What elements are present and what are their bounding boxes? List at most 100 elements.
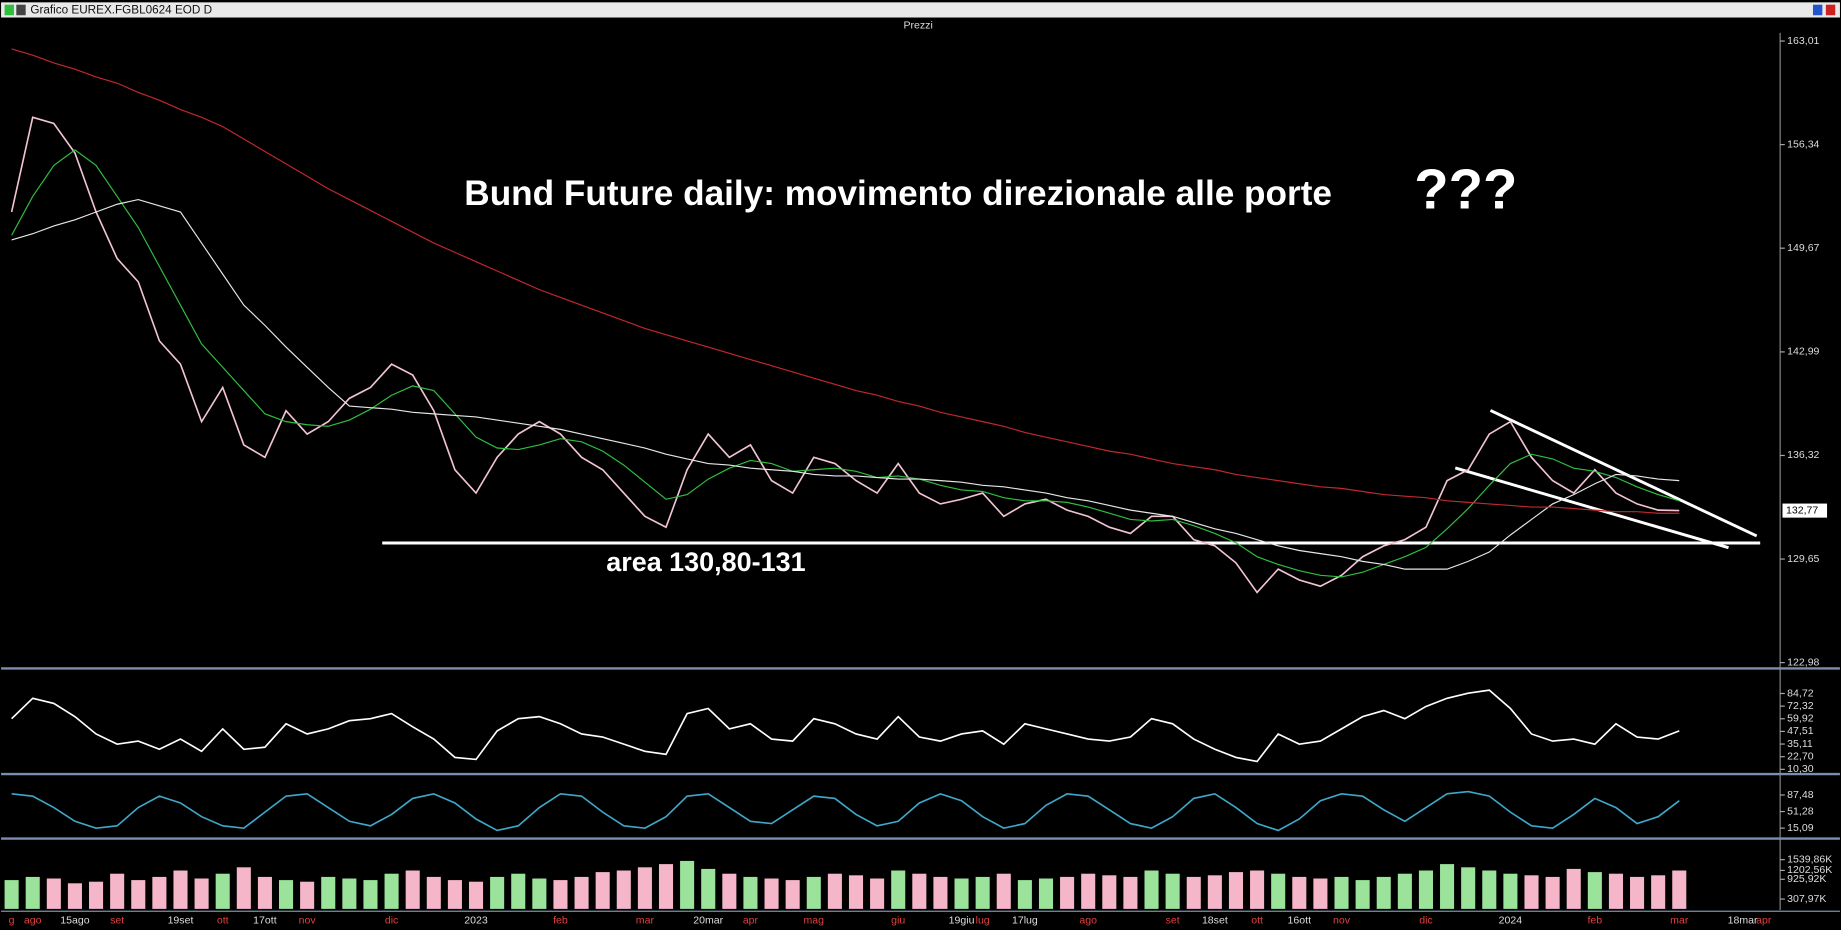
x-tick-label: 2023 bbox=[464, 914, 488, 926]
volume-bar bbox=[532, 878, 547, 909]
y-tick-label: 122,98 bbox=[1787, 656, 1819, 668]
volume-bar bbox=[1482, 870, 1497, 909]
volume-bar bbox=[1250, 870, 1265, 909]
y-tick-label: 142,99 bbox=[1787, 346, 1819, 358]
y-tick-label: 163,01 bbox=[1787, 35, 1819, 47]
window-icon[interactable] bbox=[16, 4, 26, 16]
y-tick-label: 35,11 bbox=[1787, 738, 1813, 750]
volume-bar bbox=[215, 873, 230, 909]
volume-bar bbox=[1503, 873, 1518, 909]
y-tick-label: 84,72 bbox=[1787, 687, 1814, 699]
window-button[interactable] bbox=[1825, 4, 1836, 16]
volume-bar bbox=[975, 876, 990, 909]
volume-bar bbox=[848, 875, 864, 909]
volume-bar bbox=[1566, 868, 1581, 909]
x-tick-label: nov bbox=[1333, 914, 1351, 926]
volume-bar bbox=[616, 870, 631, 909]
y-tick-label: 10,30 bbox=[1787, 763, 1814, 775]
volume-bar bbox=[1186, 876, 1201, 909]
series-line bbox=[11, 790, 1680, 832]
volume-bar bbox=[25, 876, 40, 909]
volume-bar bbox=[110, 873, 125, 909]
volume-bar bbox=[384, 873, 399, 909]
volume-bar bbox=[1017, 880, 1032, 909]
volume-bar bbox=[1271, 873, 1286, 909]
volume-bar bbox=[1081, 873, 1096, 909]
volume-bar bbox=[1060, 876, 1075, 909]
volume-bar bbox=[1461, 867, 1476, 909]
trend-line bbox=[1489, 409, 1758, 538]
volume-bar bbox=[1038, 878, 1054, 909]
x-tick-label: apr bbox=[1756, 914, 1772, 926]
x-tick-label: 17lug bbox=[1012, 914, 1038, 926]
x-tick-label: mag bbox=[804, 914, 825, 926]
last-price-tag bbox=[1782, 503, 1828, 518]
volume-bar bbox=[1608, 873, 1623, 909]
x-tick-label: set bbox=[1166, 914, 1180, 926]
y-tick-label: 156,34 bbox=[1787, 138, 1819, 150]
volume-bar bbox=[363, 880, 378, 909]
volume-bar bbox=[1651, 875, 1666, 909]
volume-bar bbox=[595, 872, 610, 909]
volume-bar bbox=[785, 880, 800, 909]
x-tick-label: 19set bbox=[168, 914, 194, 926]
x-tick-label: apr bbox=[743, 914, 759, 926]
volume-bar bbox=[490, 876, 505, 909]
series-line bbox=[11, 689, 1680, 763]
volume-bar bbox=[1440, 864, 1455, 909]
support-label: area 130,80-131 bbox=[606, 547, 805, 577]
y-tick-label: 59,92 bbox=[1787, 713, 1814, 725]
volume-bar bbox=[1102, 875, 1117, 909]
volume-bar bbox=[1144, 870, 1159, 909]
volume-bar bbox=[553, 880, 568, 909]
window-icon[interactable] bbox=[4, 4, 14, 16]
volume-bar bbox=[278, 880, 294, 909]
volume-bar bbox=[1545, 876, 1560, 909]
y-tick-label: 87,48 bbox=[1787, 789, 1814, 801]
y-tick-label: 307,97K bbox=[1787, 893, 1826, 905]
volume-bar bbox=[321, 876, 336, 909]
volume-bar bbox=[1524, 875, 1539, 909]
volume-bar bbox=[1587, 872, 1602, 909]
y-tick-label: 925,92K bbox=[1787, 873, 1826, 885]
trend-line bbox=[1454, 466, 1729, 550]
volume-bar bbox=[954, 878, 969, 909]
volume-bar bbox=[722, 873, 737, 909]
x-tick-label: dic bbox=[1419, 914, 1432, 926]
volume-bar bbox=[194, 878, 209, 909]
volume-bar bbox=[1397, 873, 1412, 909]
volume-bar bbox=[1334, 876, 1349, 909]
series-line bbox=[11, 48, 1680, 514]
y-tick-label: 72,32 bbox=[1787, 700, 1814, 712]
x-tick-label: feb bbox=[553, 914, 568, 926]
volume-bar bbox=[658, 864, 674, 909]
volume-bar bbox=[1630, 876, 1645, 909]
x-tick-label: mar bbox=[636, 914, 655, 926]
x-tick-label: 20mar bbox=[693, 914, 723, 926]
window-button[interactable] bbox=[1812, 4, 1823, 16]
volume-bar bbox=[933, 876, 948, 909]
volume-bar bbox=[806, 876, 821, 909]
x-tick-label: ott bbox=[217, 914, 229, 926]
y-tick-label: 129,65 bbox=[1787, 553, 1819, 565]
volume-bar bbox=[1376, 876, 1391, 909]
volume-bar bbox=[701, 868, 716, 909]
y-tick-label: 51,28 bbox=[1787, 805, 1814, 817]
volume-bar bbox=[236, 867, 251, 909]
y-tick-label: 1539,86K bbox=[1787, 853, 1832, 865]
x-tick-label: 17ott bbox=[253, 914, 277, 926]
y-tick-label: 149,67 bbox=[1787, 242, 1819, 254]
volume-bar bbox=[1672, 870, 1687, 909]
volume-bar bbox=[743, 876, 758, 909]
volume-bar bbox=[891, 870, 906, 909]
volume-bar bbox=[46, 878, 61, 909]
x-tick-label: 15ago bbox=[60, 914, 89, 926]
series-line bbox=[11, 198, 1680, 570]
series-line bbox=[10, 116, 1680, 594]
volume-bar bbox=[173, 870, 188, 909]
last-price-label: 132,77 bbox=[1786, 504, 1818, 516]
volume-bar bbox=[1355, 880, 1370, 909]
x-tick-label: 16ott bbox=[1288, 914, 1312, 926]
